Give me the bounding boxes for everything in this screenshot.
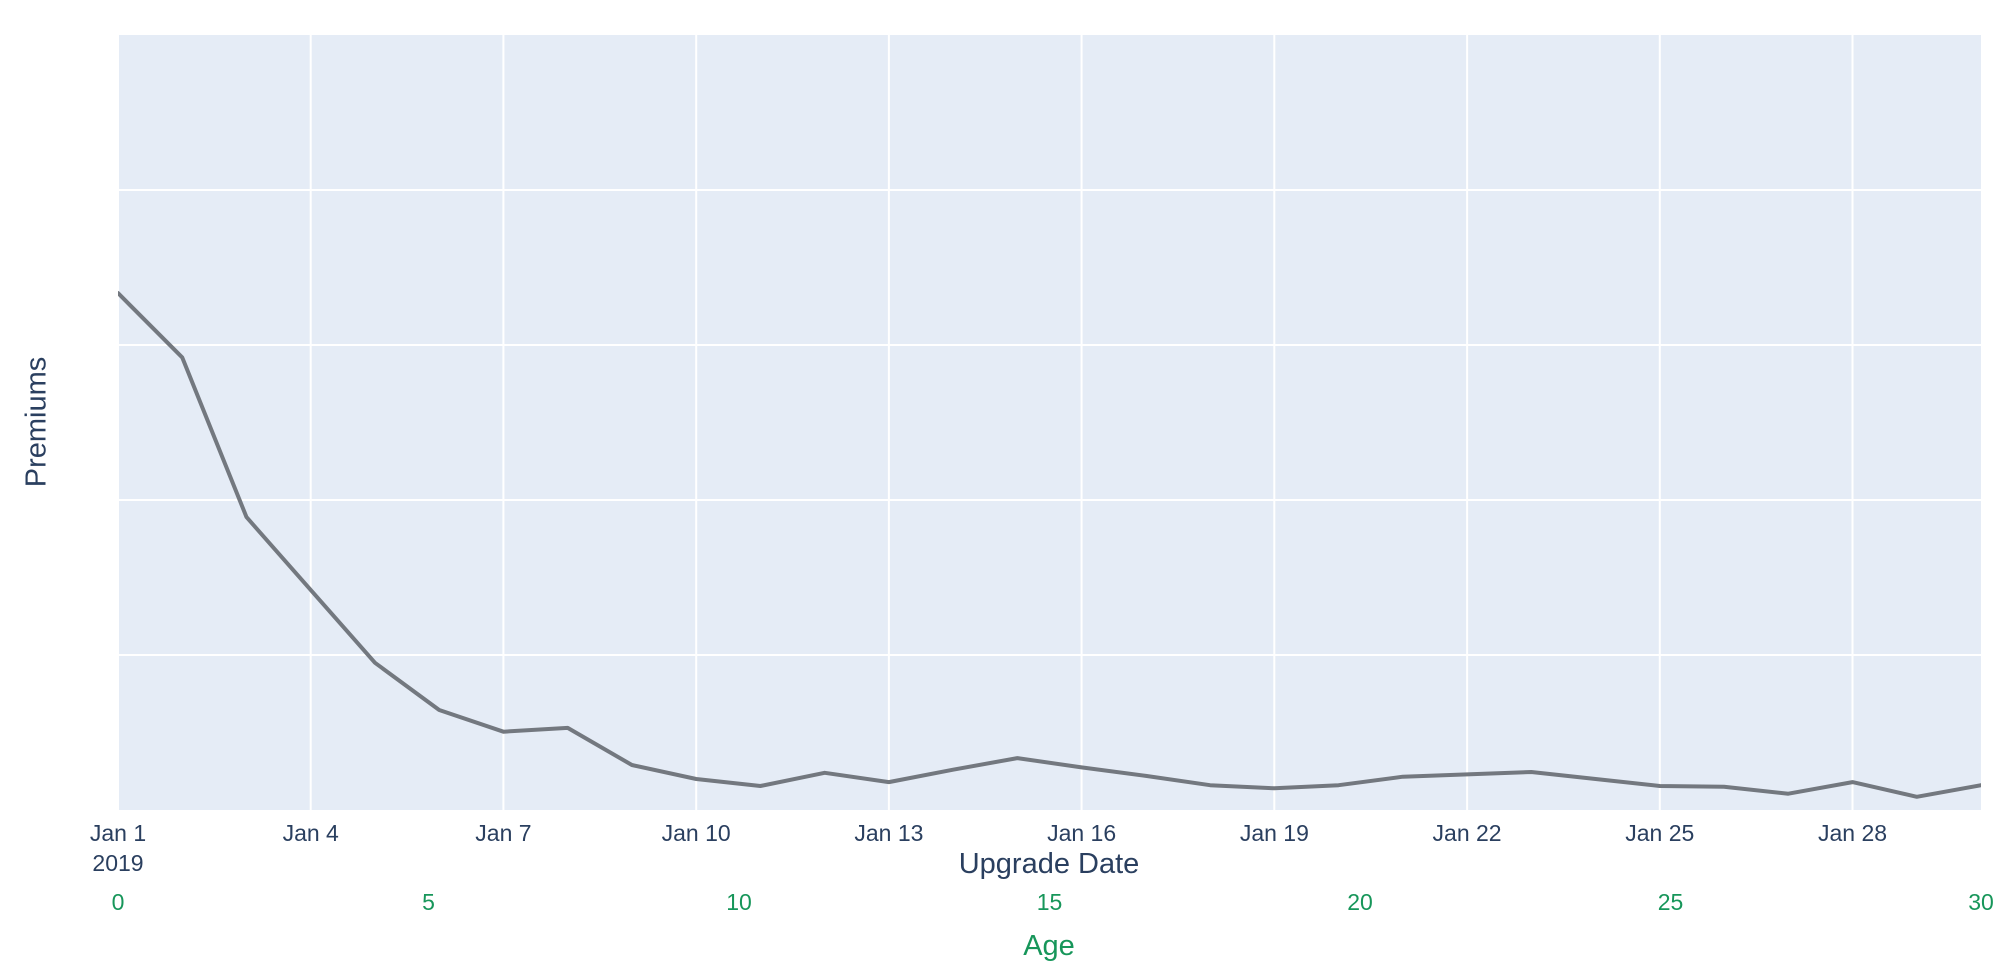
x-tick-label: Jan 13	[854, 820, 924, 846]
x-tick-label: Jan 1 2019	[89, 820, 147, 876]
age-tick-label: 0	[111, 889, 125, 915]
x-tick-label: Jan 28	[1817, 820, 1888, 846]
x-tick-label: Jan 22	[1432, 820, 1502, 846]
age-tick-label: 5	[422, 889, 435, 915]
y-axis-title: Premiums	[20, 356, 53, 488]
age-tick-label: 20	[1347, 889, 1373, 915]
x-tick-label: Jan 19	[1239, 820, 1309, 846]
x-tick-label: Jan 7	[475, 820, 532, 846]
horizontal-gridlines	[118, 189, 1981, 656]
plot-area[interactable]	[118, 35, 1981, 810]
age-tick-label: 25	[1657, 889, 1684, 915]
age-tick-label: 15	[1036, 889, 1063, 915]
x-tick-label: Jan 25	[1625, 820, 1695, 846]
age-tick-label: 30	[1968, 889, 1994, 915]
x-axis-title: Upgrade Date	[958, 848, 1140, 880]
age-axis-title: Age	[1023, 930, 1075, 962]
x-tick-label: Jan 16	[1047, 820, 1117, 846]
age-tick-label: 10	[726, 889, 752, 915]
x-tick-year: 2019	[92, 850, 144, 876]
chart-canvas	[118, 35, 1981, 810]
premiums-line-series	[118, 291, 1981, 799]
x-tick-label: Jan 4	[282, 820, 339, 846]
vertical-gridlines	[118, 35, 1854, 810]
x-tick-label: Jan 10	[661, 820, 731, 846]
